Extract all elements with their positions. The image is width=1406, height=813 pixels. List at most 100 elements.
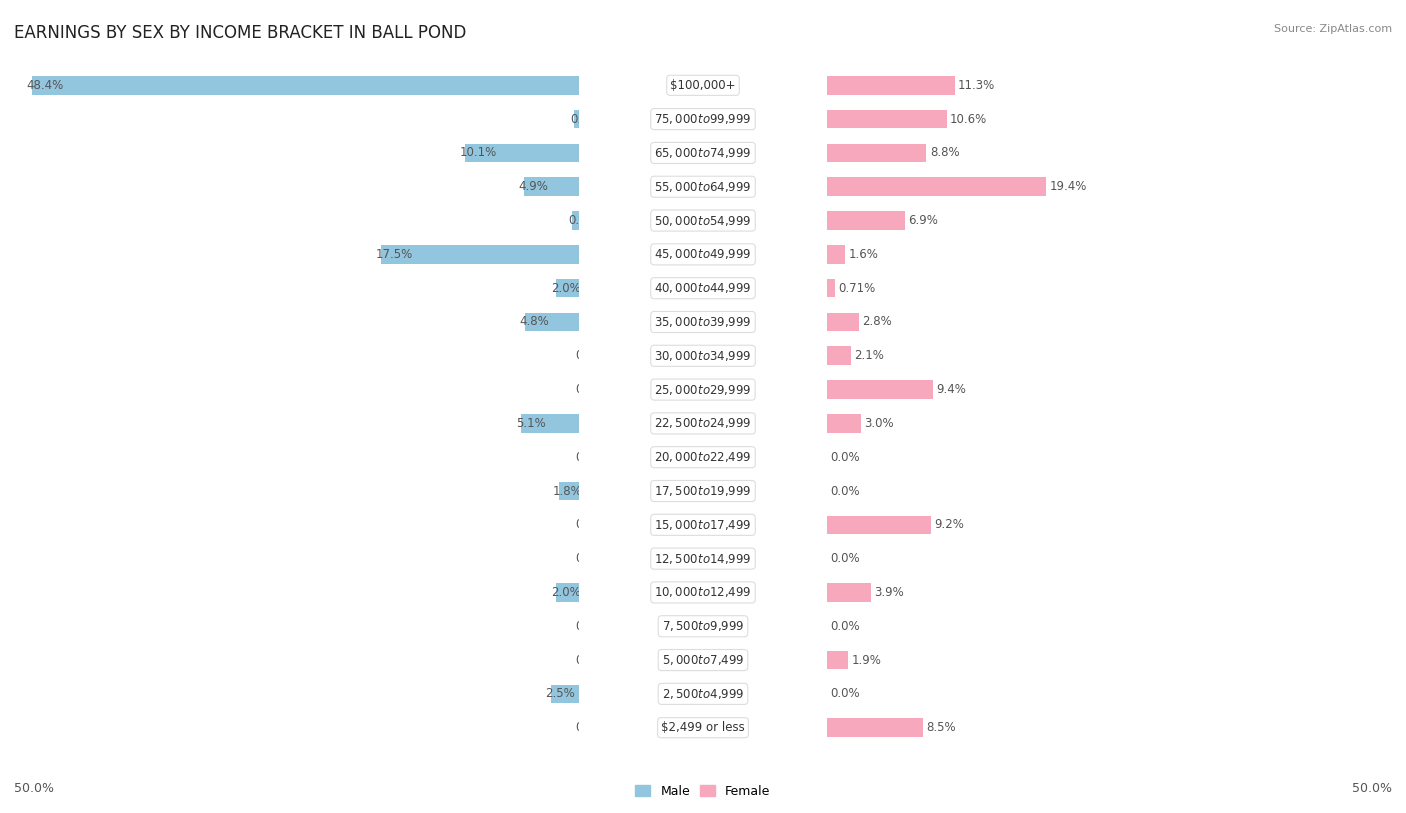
Bar [579,307,1406,337]
Text: 10.1%: 10.1% [460,146,496,159]
Bar [0,713,827,742]
Text: $40,000 to $44,999: $40,000 to $44,999 [654,281,752,295]
Bar [0,680,579,708]
Text: $65,000 to $74,999: $65,000 to $74,999 [654,146,752,160]
Text: $50,000 to $54,999: $50,000 to $54,999 [654,214,752,228]
Bar [523,177,579,196]
Bar [0,476,827,506]
Text: 0.0%: 0.0% [831,620,860,633]
Text: $30,000 to $34,999: $30,000 to $34,999 [654,349,752,363]
Bar [827,279,835,298]
Bar [0,578,579,606]
Text: $100,000+: $100,000+ [671,79,735,92]
Text: 0.61%: 0.61% [568,214,606,227]
Text: 50.0%: 50.0% [14,782,53,795]
Bar [0,511,827,539]
Bar [0,71,579,100]
Bar [0,511,579,539]
Text: 0.46%: 0.46% [571,113,607,126]
Bar [0,207,827,235]
Bar [827,110,946,128]
Bar [827,583,872,602]
Text: $7,500 to $9,999: $7,500 to $9,999 [662,620,744,633]
Bar [551,685,579,703]
Bar [381,245,579,263]
Text: 5.1%: 5.1% [516,417,546,430]
Bar [827,650,848,669]
Bar [827,380,934,399]
Bar [574,110,579,128]
Text: 1.6%: 1.6% [848,248,879,261]
Bar [579,578,1406,606]
Bar [0,274,579,302]
Bar [0,274,827,302]
Bar [0,443,579,472]
Bar [0,172,579,201]
Bar [579,274,1406,302]
Bar [579,476,1406,506]
Bar [558,482,579,500]
Bar [0,476,579,506]
Text: $75,000 to $99,999: $75,000 to $99,999 [654,112,752,126]
Text: 0.0%: 0.0% [831,450,860,463]
Bar [0,105,579,133]
Bar [0,207,579,235]
Bar [0,612,827,641]
Bar [0,409,827,437]
Text: 19.4%: 19.4% [1050,180,1087,193]
Text: 0.71%: 0.71% [838,281,876,294]
Bar [0,376,827,404]
Bar [827,245,845,263]
Text: $55,000 to $64,999: $55,000 to $64,999 [654,180,752,193]
Bar [579,680,1406,708]
Bar [0,680,827,708]
Bar [572,211,579,230]
Bar [0,172,827,201]
Text: 0.0%: 0.0% [575,450,605,463]
Bar [0,240,827,269]
Bar [524,313,579,331]
Bar [579,341,1406,370]
Text: 0.0%: 0.0% [831,687,860,700]
Bar [579,443,1406,472]
Bar [0,612,579,641]
Bar [0,578,827,606]
Text: 1.8%: 1.8% [553,485,582,498]
Bar [579,409,1406,437]
Text: 0.0%: 0.0% [831,485,860,498]
Text: 4.8%: 4.8% [519,315,548,328]
Text: 0.0%: 0.0% [575,721,605,734]
Text: $10,000 to $12,499: $10,000 to $12,499 [654,585,752,599]
Bar [579,376,1406,404]
Text: 48.4%: 48.4% [27,79,63,92]
Text: 0.0%: 0.0% [575,552,605,565]
Text: 2.5%: 2.5% [546,687,575,700]
Bar [579,544,1406,573]
Text: $15,000 to $17,499: $15,000 to $17,499 [654,518,752,532]
Text: Source: ZipAtlas.com: Source: ZipAtlas.com [1274,24,1392,34]
Bar [579,646,1406,675]
Bar [0,307,827,337]
Text: 0.0%: 0.0% [575,350,605,363]
Text: 6.9%: 6.9% [908,214,938,227]
Bar [827,346,851,365]
Bar [0,138,579,167]
Bar [0,376,579,404]
Bar [0,71,827,100]
Bar [0,307,579,337]
Bar [579,105,1406,133]
Text: EARNINGS BY SEX BY INCOME BRACKET IN BALL POND: EARNINGS BY SEX BY INCOME BRACKET IN BAL… [14,24,467,42]
Text: $20,000 to $22,499: $20,000 to $22,499 [654,450,752,464]
Bar [827,211,905,230]
Text: 0.0%: 0.0% [575,654,605,667]
Bar [0,544,579,573]
Bar [557,279,579,298]
Bar [579,612,1406,641]
Bar [0,443,827,472]
Text: 8.8%: 8.8% [929,146,959,159]
Bar [0,544,827,573]
Bar [0,240,579,269]
Text: 50.0%: 50.0% [1353,782,1392,795]
Text: 3.9%: 3.9% [875,586,904,599]
Bar [0,105,827,133]
